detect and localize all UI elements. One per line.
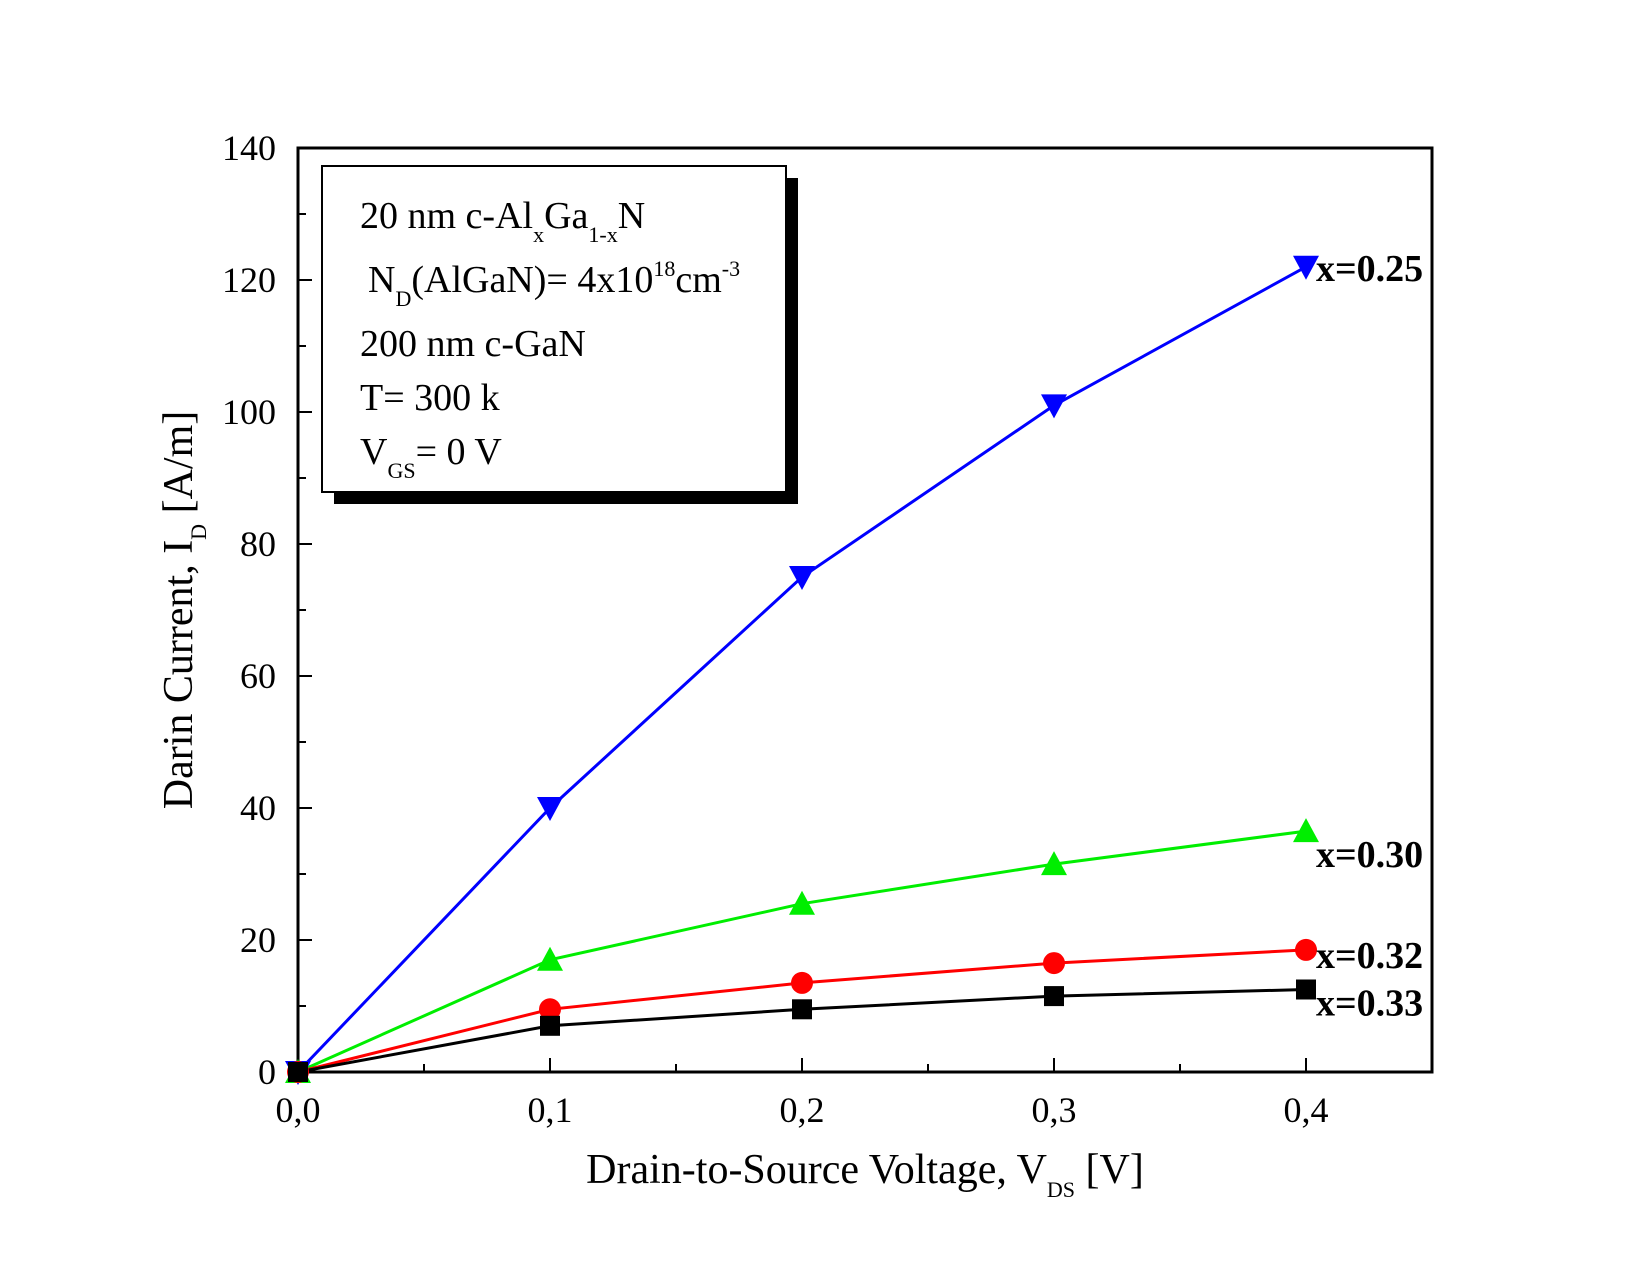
- data-point: [540, 1015, 560, 1036]
- y-tick-label: 40: [240, 788, 276, 828]
- series-label: x=0.25: [1316, 248, 1423, 290]
- series-markers: [285, 255, 1319, 1085]
- series-label: x=0.32: [1316, 935, 1423, 977]
- y-tick-label: 140: [222, 128, 276, 168]
- data-point: [1044, 986, 1064, 1007]
- series-label: x=0.30: [1316, 834, 1423, 876]
- tick-labels: 0,0 0,1 0,2 0,3 0,4 0 20 40 60 80 100 120 140: [222, 128, 1329, 1130]
- data-point: [1293, 818, 1319, 843]
- data-point: [537, 946, 563, 971]
- data-point: [1041, 394, 1067, 419]
- x-tick-label: 0,0: [276, 1090, 321, 1130]
- x-tick-label: 0,4: [1284, 1090, 1329, 1130]
- x-tick-label: 0,2: [780, 1090, 825, 1130]
- info-line-5: VGS= 0 V: [360, 431, 502, 483]
- info-line-2: ND(AlGaN)= 4x1018cm-3: [368, 256, 740, 311]
- series-labels: x=0.25 x=0.30 x=0.32 x=0.33: [1316, 248, 1423, 1025]
- data-point: [1296, 979, 1316, 1000]
- info-box-frame: [321, 165, 787, 493]
- info-line-4: T= 300 k: [360, 377, 500, 419]
- x-tick-label: 0,3: [1032, 1090, 1077, 1130]
- data-point: [537, 797, 563, 821]
- data-point: [1295, 938, 1317, 961]
- data-point: [789, 566, 815, 590]
- data-point: [288, 1062, 308, 1082]
- data-point: [791, 971, 813, 994]
- y-axis-title: Darin Current, ID [A/m]: [156, 411, 211, 809]
- x-axis-title: Drain-to-Source Voltage, VDS [V]: [586, 1147, 1144, 1202]
- y-tick-label: 20: [240, 920, 276, 960]
- info-line-3: 200 nm c-GaN: [360, 323, 586, 365]
- x-tick-label: 0,1: [528, 1090, 573, 1130]
- data-point: [1293, 255, 1319, 280]
- y-tick-label: 0: [258, 1052, 276, 1092]
- y-tick-label: 80: [240, 524, 276, 564]
- info-line-1: 20 nm c-AlxGa1-xN: [360, 195, 645, 247]
- data-point: [792, 999, 812, 1020]
- y-tick-label: 60: [240, 656, 276, 696]
- data-point: [539, 998, 561, 1021]
- series-label: x=0.33: [1316, 983, 1423, 1025]
- data-point: [1041, 851, 1067, 876]
- y-tick-label: 100: [222, 392, 276, 432]
- data-point: [789, 890, 815, 915]
- axis-ticks: [297, 147, 1433, 1073]
- info-box: 20 nm c-AlxGa1-xN ND(AlGaN)= 4x1018cm-3 …: [321, 165, 798, 504]
- data-point: [1043, 952, 1065, 975]
- y-tick-label: 120: [222, 260, 276, 300]
